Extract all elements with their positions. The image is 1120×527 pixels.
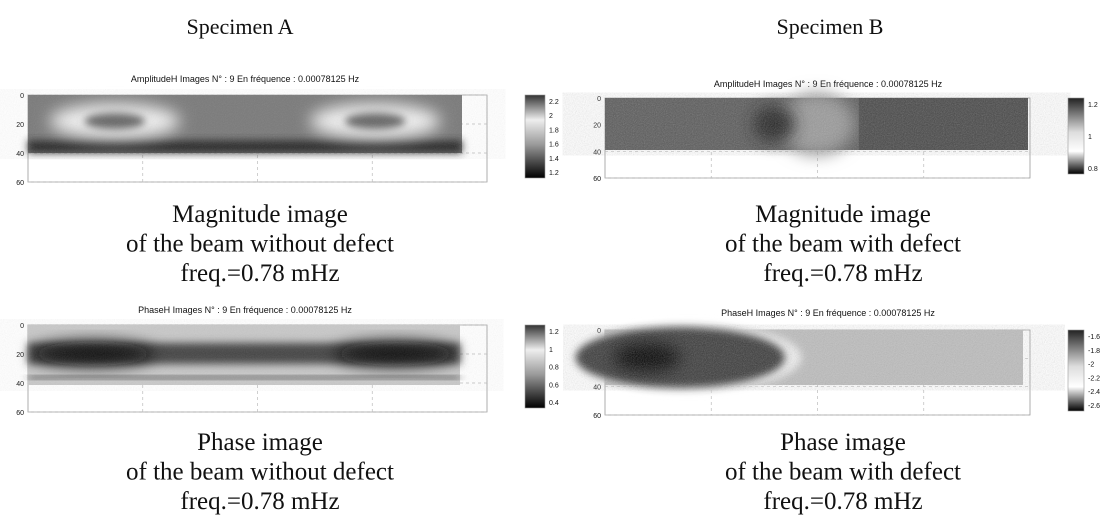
caption: of the beam without defect bbox=[126, 459, 394, 486]
plot: PhaseH Images N° : 9 En fréquence : 0.00… bbox=[575, 308, 1100, 515]
colorbar-label: -1.6 bbox=[1088, 334, 1100, 341]
plot: PhaseH Images N° : 9 En fréquence : 0.00… bbox=[16, 305, 559, 515]
colorbar-label: 1.6 bbox=[549, 142, 559, 149]
caption: of the beam without defect bbox=[126, 231, 394, 258]
y-tick-label: 0 bbox=[20, 323, 24, 330]
caption: freq.=0.78 mHz bbox=[763, 488, 922, 515]
colorbar-label: 1.4 bbox=[549, 156, 559, 163]
image bbox=[28, 325, 460, 385]
colorbar-label: 1.2 bbox=[549, 329, 559, 336]
colorbar-label: -2.2 bbox=[1088, 375, 1100, 382]
y-tick-label: 0 bbox=[597, 96, 601, 103]
caption: freq.=0.78 mHz bbox=[763, 260, 922, 287]
y-tick-label: 0 bbox=[597, 328, 601, 335]
colorbar-label: -1.8 bbox=[1088, 348, 1100, 355]
y-tick-label: 40 bbox=[16, 381, 24, 388]
caption: of the beam with defect bbox=[725, 231, 961, 258]
y-tick-label: 60 bbox=[593, 176, 601, 183]
y-tick-label: 60 bbox=[16, 410, 24, 417]
caption: Magnitude image bbox=[755, 201, 931, 228]
colorbar-label: -2 bbox=[1088, 362, 1094, 369]
plot-title: AmplitudeH Images N° : 9 En fréquence : … bbox=[131, 74, 360, 84]
colorbar bbox=[524, 94, 546, 179]
image-noise bbox=[28, 325, 460, 385]
y-tick-label: 40 bbox=[16, 151, 24, 158]
caption: freq.=0.78 mHz bbox=[180, 260, 339, 287]
plot-title: PhaseH Images N° : 9 En fréquence : 0.00… bbox=[138, 305, 352, 315]
image-noise bbox=[605, 98, 1028, 150]
plot-title: PhaseH Images N° : 9 En fréquence : 0.00… bbox=[721, 308, 935, 318]
image bbox=[28, 95, 462, 153]
image bbox=[605, 92, 1028, 156]
caption: Phase image bbox=[780, 429, 906, 456]
y-tick-label: 20 bbox=[593, 123, 601, 130]
y-tick-label: 40 bbox=[593, 149, 601, 156]
image-noise bbox=[28, 95, 462, 153]
plot: AmplitudeH Images N° : 9 En fréquence : … bbox=[16, 74, 559, 287]
colorbar-label: 1.8 bbox=[549, 127, 559, 134]
colorbar-label: 0.6 bbox=[549, 382, 559, 389]
y-tick-label: 60 bbox=[593, 413, 601, 420]
y-tick-label: 40 bbox=[593, 385, 601, 392]
image bbox=[575, 323, 1023, 392]
colorbar-label: 0.8 bbox=[1088, 166, 1098, 173]
y-tick-label: 20 bbox=[16, 352, 24, 359]
plot: AmplitudeH Images N° : 9 En fréquence : … bbox=[593, 79, 1098, 287]
y-tick-label: 60 bbox=[16, 180, 24, 187]
colorbar bbox=[524, 324, 546, 409]
colorbar-label: 2.2 bbox=[549, 99, 559, 106]
colorbar-label: 1 bbox=[1088, 134, 1092, 141]
colorbar-label: 1.2 bbox=[1088, 102, 1098, 109]
colorbar bbox=[1067, 97, 1085, 175]
y-tick-label: 20 bbox=[16, 122, 24, 129]
plot-title: AmplitudeH Images N° : 9 En fréquence : … bbox=[714, 79, 943, 89]
colorbar-label: 1 bbox=[549, 347, 553, 354]
specimen-heading: Specimen A bbox=[187, 14, 294, 39]
colorbar bbox=[1067, 329, 1085, 412]
colorbar-label: 0.8 bbox=[549, 365, 559, 372]
caption: freq.=0.78 mHz bbox=[180, 488, 339, 515]
colorbar-label: -2.4 bbox=[1088, 389, 1100, 396]
y-tick-label: 0 bbox=[20, 93, 24, 100]
colorbar-label: 1.2 bbox=[549, 170, 559, 177]
caption: Phase image bbox=[197, 429, 323, 456]
colorbar-label: -2.6 bbox=[1088, 403, 1100, 410]
colorbar-label: 0.4 bbox=[549, 400, 559, 407]
caption: Magnitude image bbox=[172, 201, 348, 228]
image-noise bbox=[605, 330, 1023, 385]
specimen-heading: Specimen B bbox=[777, 14, 884, 39]
colorbar-label: 2 bbox=[549, 113, 553, 120]
caption: of the beam with defect bbox=[725, 459, 961, 486]
